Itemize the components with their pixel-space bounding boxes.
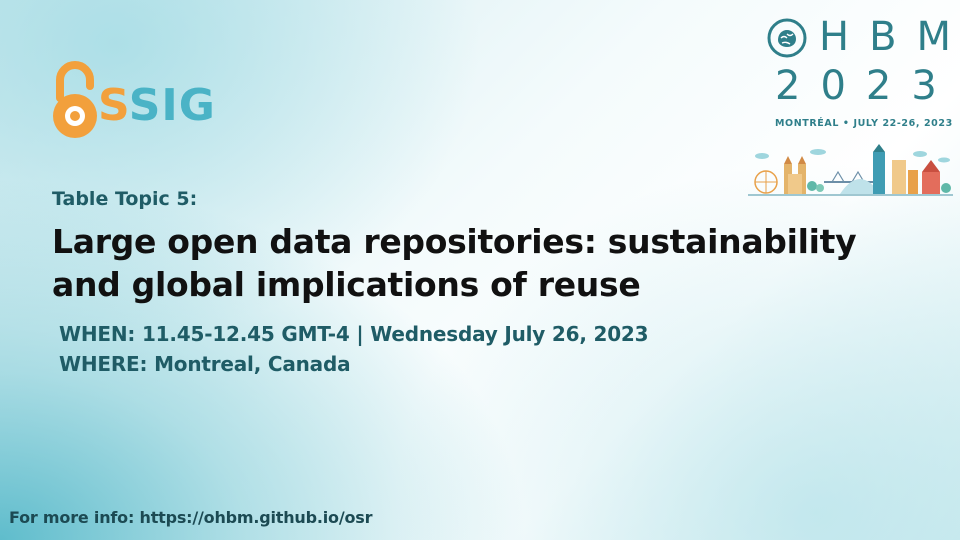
- table-topic-label: Table Topic 5:: [52, 188, 198, 210]
- ossig-wordmark: SSIG: [98, 80, 216, 131]
- ohbm-2023-logo: HBM 2023 MONTRÉAL • JULY 22-26, 2023: [762, 14, 952, 134]
- where-line: WHERE: Montreal, Canada: [59, 352, 351, 376]
- ohbm-year: 2023: [775, 63, 957, 109]
- montreal-skyline-illustration: [748, 144, 953, 196]
- when-line: WHEN: 11.45-12.45 GMT-4 | Wednesday July…: [59, 322, 649, 346]
- open-access-lock-icon: [53, 61, 97, 138]
- ohbm-letters: HBM: [819, 14, 960, 60]
- ossig-logo: SSIG: [48, 58, 244, 142]
- ohbm-location-dates: MONTRÉAL • JULY 22-26, 2023: [775, 118, 953, 129]
- session-title: Large open data repositories: sustainabi…: [52, 222, 857, 304]
- more-info-link[interactable]: For more info: https://ohbm.github.io/os…: [9, 508, 373, 527]
- brain-icon: [767, 18, 807, 58]
